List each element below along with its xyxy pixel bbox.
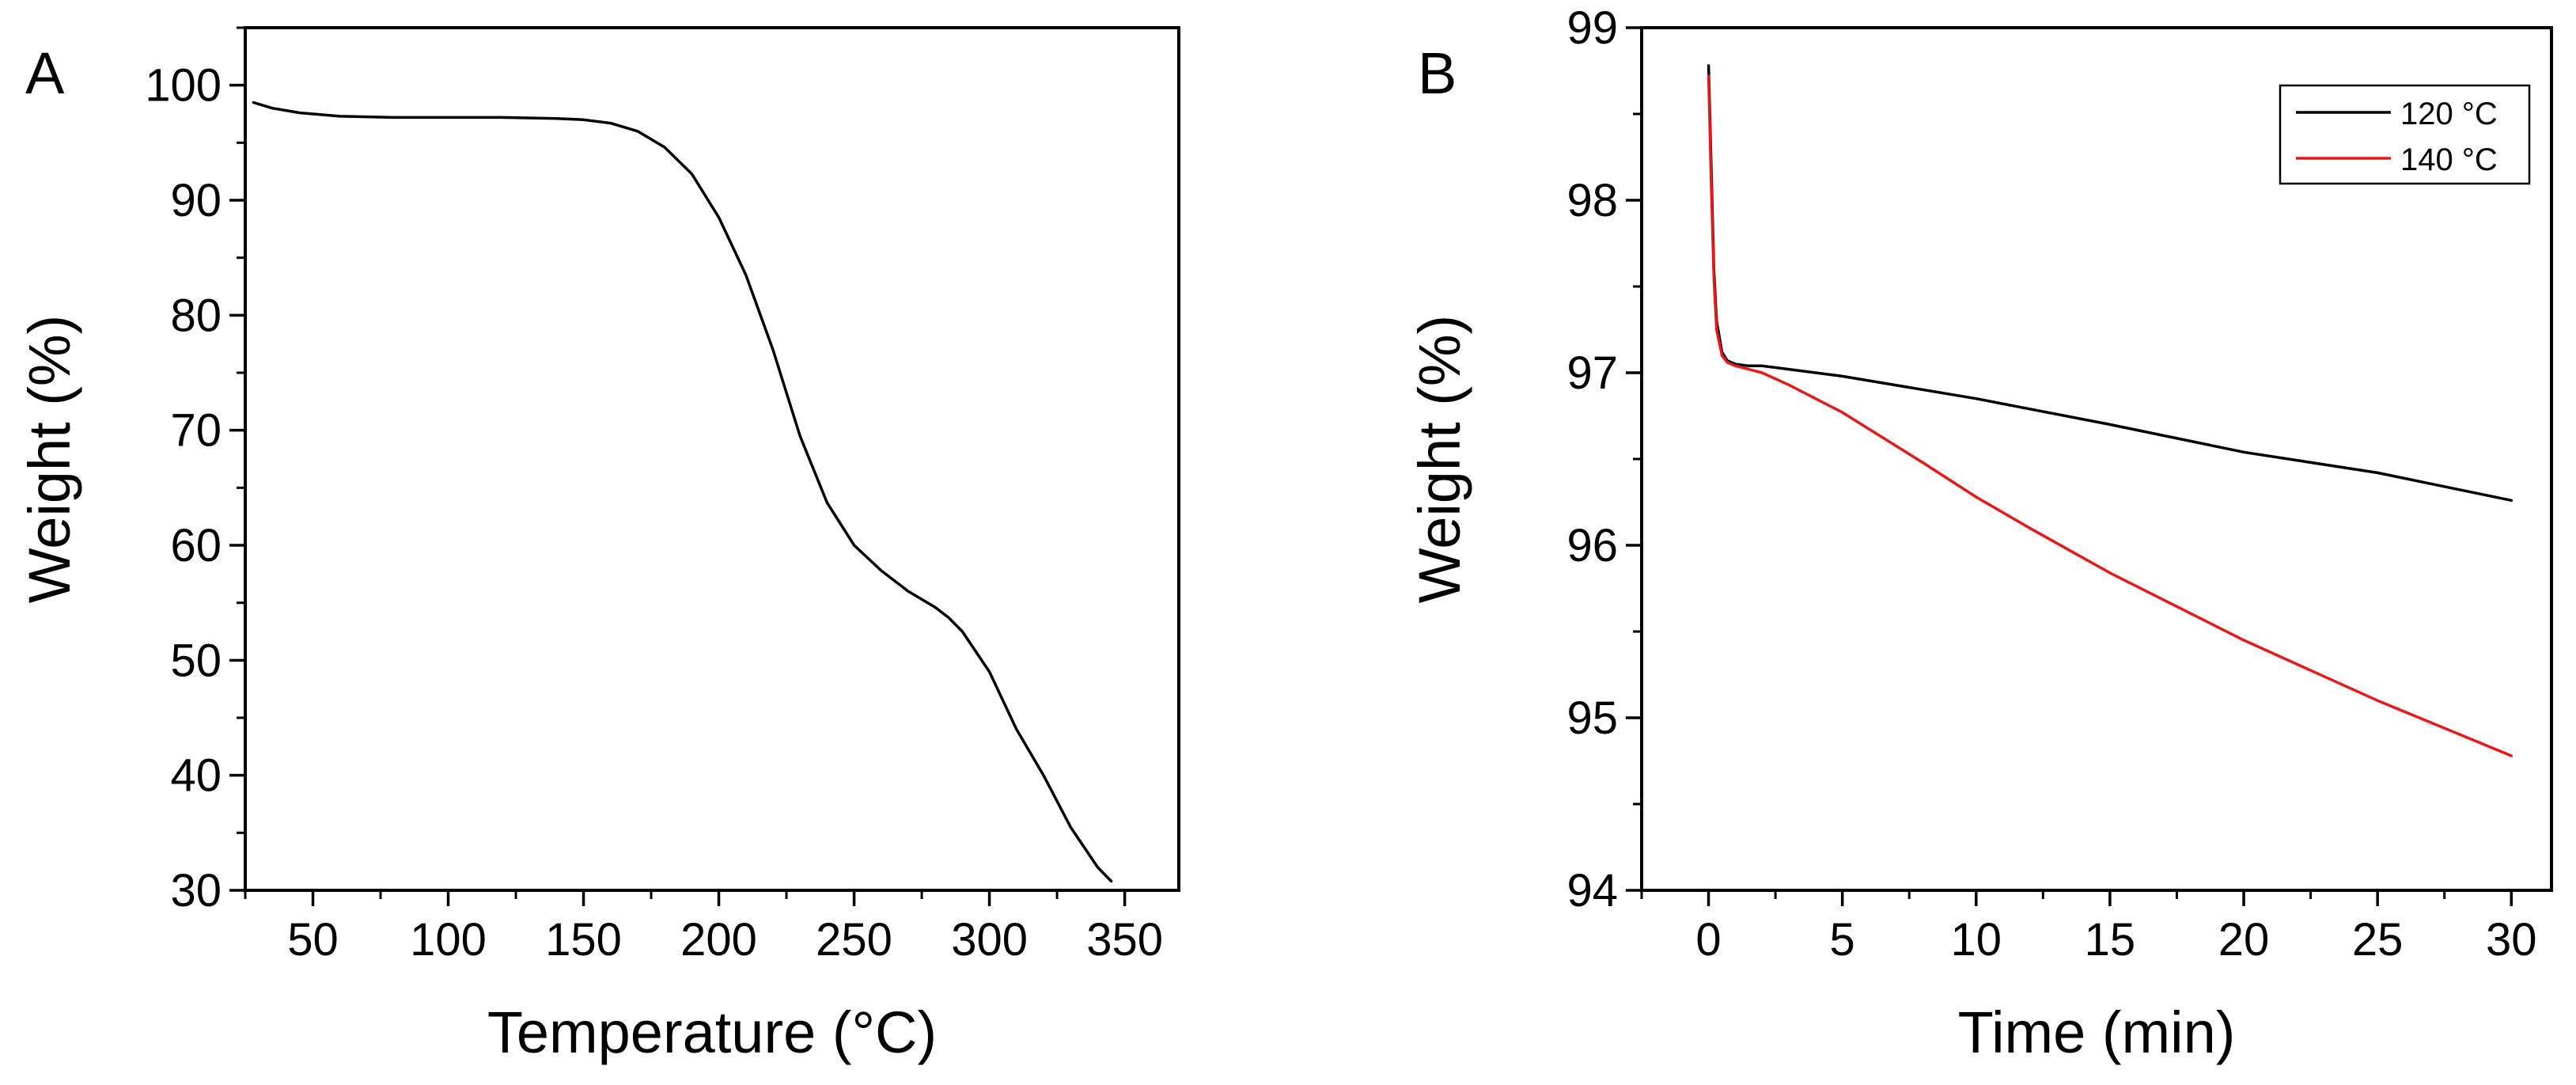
panel-a-series-line-0 (252, 101, 1113, 883)
legend-box (2279, 84, 2531, 185)
panel-a-y-tick-label: 60 (170, 520, 222, 571)
panel-b-letter: B (1418, 40, 1457, 106)
panel-a-x-tick-label: 300 (951, 914, 1028, 965)
panel-a-chart: A 50 100 150 200 250 300 35030405060708090100 … (17, 26, 1180, 1065)
panel-b-chart: B 0 5 10 15 20 25 30 94 95 96 97 98 99 120 °C 140 °C… (1407, 2, 2553, 1065)
legend-label-120c: 120 °C (2400, 97, 2498, 131)
panel-a-y-tick-label: 90 (170, 175, 222, 226)
panel-a-y-tick-label: 70 (170, 405, 222, 457)
panel-a-x-tick-label: 200 (680, 914, 757, 965)
panel-a-y-tick-label: 80 (170, 290, 222, 341)
panel-b-x-tick-label: 30 (2486, 914, 2537, 965)
panel-a-x-tick-label: 350 (1086, 914, 1163, 965)
panel-b-x-tick-label: 15 (2085, 914, 2136, 965)
panel-a-x-tick-label: 250 (816, 914, 892, 965)
panel-a-x-tick-label: 50 (287, 914, 339, 965)
panel-a-y-tick-label: 100 (145, 60, 222, 112)
panel-b-y-tick-label: 94 (1566, 865, 1618, 916)
panel-a-y-tick-label: 50 (170, 635, 222, 686)
panel-b-x-tick-label: 5 (1830, 914, 1855, 965)
panel-b-y-tick-label: 99 (1566, 2, 1618, 54)
panel-a-plot-frame (244, 26, 1180, 892)
legend-label-140c: 140 °C (2400, 142, 2498, 177)
panel-a-x-axis-title: Temperature (°C) (487, 1000, 937, 1065)
panel-a-y-tick-label: 30 (170, 865, 222, 916)
panel-b-x-tick-label: 10 (1951, 914, 2002, 965)
panel-b-y-axis-title: Weight (%) (1407, 315, 1472, 604)
panel-b-series-line-1 (1707, 74, 2513, 757)
panel-a-y-tick-label: 40 (170, 750, 222, 802)
panel-b-x-axis-title: Time (min) (1958, 1000, 2236, 1065)
panel-b-y-tick-label: 96 (1566, 520, 1618, 571)
panel-b-x-tick-label: 0 (1695, 914, 1721, 965)
panel-b-x-tick-label: 20 (2218, 914, 2270, 965)
panel-a-x-tick-label: 150 (545, 914, 622, 965)
panel-a-x-tick-label: 100 (410, 914, 487, 965)
panel-b-y-tick-label: 97 (1566, 347, 1618, 399)
panel-a-y-axis-title: Weight (%) (17, 315, 82, 604)
panel-b-legend: 120 °C 140 °C (2279, 84, 2531, 185)
panel-a-letter: A (25, 40, 65, 106)
panel-b-y-tick-label: 98 (1566, 175, 1618, 226)
panel-b-y-tick-label: 95 (1566, 692, 1618, 744)
panel-b-x-tick-label: 25 (2352, 914, 2404, 965)
